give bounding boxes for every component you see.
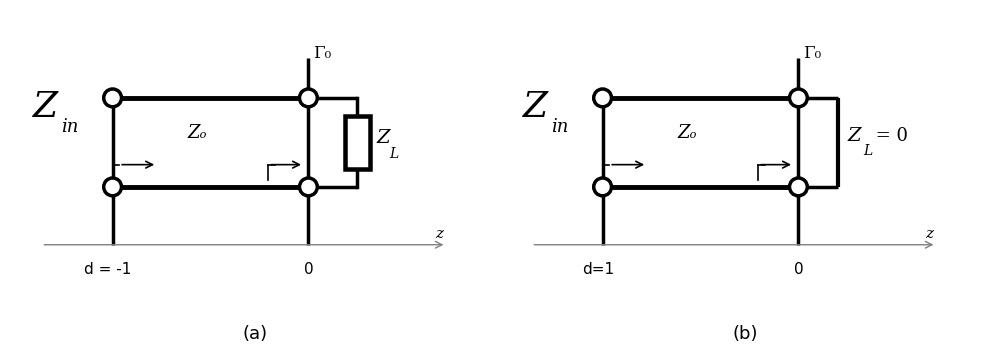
Text: Z: Z xyxy=(522,90,548,124)
Circle shape xyxy=(594,89,612,107)
Circle shape xyxy=(790,178,807,196)
Text: in: in xyxy=(61,118,79,136)
Text: Z: Z xyxy=(847,127,861,145)
Text: L: L xyxy=(390,147,399,161)
Text: (b): (b) xyxy=(732,325,758,343)
Text: d=1: d=1 xyxy=(582,262,614,277)
Text: Γ₀: Γ₀ xyxy=(803,45,821,62)
Text: z: z xyxy=(435,227,443,241)
Text: Z: Z xyxy=(376,129,390,147)
Circle shape xyxy=(104,89,122,107)
Text: Zₒ: Zₒ xyxy=(187,125,207,142)
Circle shape xyxy=(594,178,612,196)
Text: in: in xyxy=(551,118,569,136)
Text: L: L xyxy=(863,144,872,158)
Text: (a): (a) xyxy=(242,325,268,343)
Circle shape xyxy=(300,178,317,196)
Text: 0: 0 xyxy=(794,262,803,277)
Circle shape xyxy=(300,89,317,107)
Circle shape xyxy=(790,89,807,107)
Circle shape xyxy=(104,178,122,196)
Text: z: z xyxy=(925,227,933,241)
Text: d = -1: d = -1 xyxy=(84,262,132,277)
Text: 0: 0 xyxy=(304,262,313,277)
Text: Γ₀: Γ₀ xyxy=(313,45,331,62)
Text: = 0: = 0 xyxy=(870,127,908,145)
Bar xyxy=(345,116,370,169)
Text: Z: Z xyxy=(33,90,58,124)
Text: Zₒ: Zₒ xyxy=(677,125,697,142)
